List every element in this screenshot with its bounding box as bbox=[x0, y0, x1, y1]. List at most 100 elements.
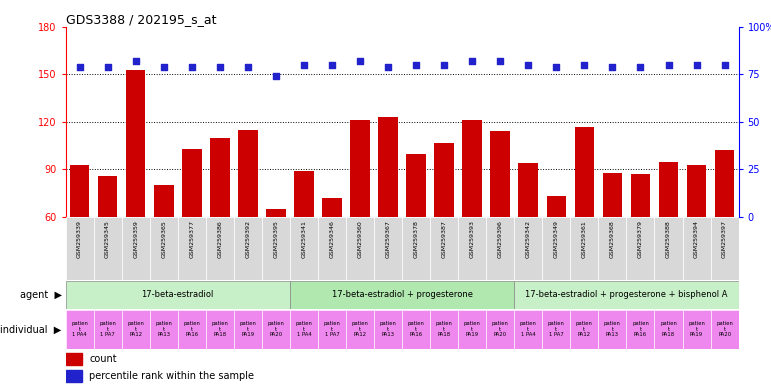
Text: patien
t
PA12: patien t PA12 bbox=[127, 321, 144, 337]
Bar bbox=[182, 149, 201, 217]
Bar bbox=[318, 217, 346, 280]
Bar bbox=[626, 310, 655, 349]
Bar bbox=[603, 173, 622, 217]
Bar bbox=[687, 165, 706, 217]
Bar bbox=[542, 217, 571, 280]
Text: patien
t
1 PA7: patien t 1 PA7 bbox=[324, 321, 341, 337]
Text: GSM259393: GSM259393 bbox=[470, 220, 475, 258]
Bar bbox=[518, 163, 538, 217]
Text: 17-beta-estradiol + progesterone + bisphenol A: 17-beta-estradiol + progesterone + bisph… bbox=[525, 290, 728, 299]
Point bbox=[326, 62, 338, 68]
Bar bbox=[487, 217, 514, 280]
Text: GSM259386: GSM259386 bbox=[217, 220, 222, 258]
Bar bbox=[98, 176, 117, 217]
Text: GSM259367: GSM259367 bbox=[386, 220, 391, 258]
Bar bbox=[514, 217, 542, 280]
Bar bbox=[430, 217, 458, 280]
Bar bbox=[126, 70, 146, 217]
Point bbox=[157, 64, 170, 70]
Bar bbox=[350, 120, 370, 217]
Bar bbox=[122, 217, 150, 280]
Text: patien
t
1 PA4: patien t 1 PA4 bbox=[295, 321, 312, 337]
Text: GSM259394: GSM259394 bbox=[694, 220, 699, 258]
Text: patien
t
PA13: patien t PA13 bbox=[604, 321, 621, 337]
Point bbox=[719, 62, 731, 68]
Bar bbox=[262, 310, 290, 349]
Text: 17-beta-estradiol + progesterone: 17-beta-estradiol + progesterone bbox=[332, 290, 473, 299]
Text: patien
t
1 PA4: patien t 1 PA4 bbox=[71, 321, 88, 337]
Bar bbox=[66, 353, 82, 365]
Text: patien
t
PA12: patien t PA12 bbox=[576, 321, 593, 337]
Text: GSM259345: GSM259345 bbox=[105, 220, 110, 258]
Bar bbox=[715, 151, 735, 217]
Bar bbox=[238, 130, 258, 217]
Bar bbox=[69, 165, 89, 217]
Bar bbox=[655, 217, 682, 280]
Text: GSM259396: GSM259396 bbox=[498, 220, 503, 258]
Bar bbox=[598, 217, 626, 280]
Point bbox=[522, 62, 534, 68]
Bar bbox=[93, 310, 122, 349]
Bar bbox=[463, 120, 482, 217]
Text: patien
t
PA20: patien t PA20 bbox=[268, 321, 284, 337]
Bar bbox=[571, 217, 598, 280]
Text: patien
t
PA12: patien t PA12 bbox=[352, 321, 369, 337]
Text: patien
t
PA18: patien t PA18 bbox=[436, 321, 453, 337]
Bar bbox=[234, 310, 262, 349]
Text: GSM259360: GSM259360 bbox=[358, 220, 362, 258]
Text: GSM259377: GSM259377 bbox=[189, 220, 194, 258]
Bar bbox=[598, 310, 626, 349]
Text: GSM259361: GSM259361 bbox=[582, 220, 587, 258]
Bar bbox=[458, 310, 487, 349]
Bar bbox=[514, 310, 542, 349]
Text: patien
t
PA16: patien t PA16 bbox=[408, 321, 425, 337]
Bar bbox=[379, 117, 398, 217]
Bar bbox=[66, 370, 82, 382]
Point bbox=[73, 64, 86, 70]
Bar bbox=[266, 209, 286, 217]
Bar bbox=[290, 217, 318, 280]
Text: patien
t
PA16: patien t PA16 bbox=[183, 321, 200, 337]
Text: percentile rank within the sample: percentile rank within the sample bbox=[89, 371, 254, 381]
Point bbox=[550, 64, 563, 70]
Bar bbox=[711, 217, 739, 280]
Bar bbox=[346, 310, 374, 349]
Text: agent  ▶: agent ▶ bbox=[20, 290, 62, 300]
Text: GSM259388: GSM259388 bbox=[666, 220, 671, 258]
Text: GSM259339: GSM259339 bbox=[77, 220, 82, 258]
Bar bbox=[571, 310, 598, 349]
Bar bbox=[150, 310, 177, 349]
Bar bbox=[490, 131, 510, 217]
Bar bbox=[434, 142, 454, 217]
Point bbox=[102, 64, 114, 70]
Point bbox=[354, 58, 366, 64]
Bar bbox=[177, 310, 206, 349]
Point bbox=[662, 62, 675, 68]
Bar bbox=[234, 217, 262, 280]
Text: GDS3388 / 202195_s_at: GDS3388 / 202195_s_at bbox=[66, 13, 216, 26]
Text: GSM259346: GSM259346 bbox=[329, 220, 335, 258]
Point bbox=[186, 64, 198, 70]
Point bbox=[298, 62, 310, 68]
Text: patien
t
PA19: patien t PA19 bbox=[239, 321, 256, 337]
Bar bbox=[206, 310, 234, 349]
Bar bbox=[66, 310, 93, 349]
Point bbox=[214, 64, 226, 70]
Point bbox=[382, 64, 394, 70]
Text: 17-beta-estradiol: 17-beta-estradiol bbox=[142, 290, 214, 299]
Point bbox=[241, 64, 254, 70]
Text: patien
t
PA16: patien t PA16 bbox=[632, 321, 649, 337]
Point bbox=[130, 58, 142, 64]
Bar bbox=[262, 217, 290, 280]
Text: patien
t
PA20: patien t PA20 bbox=[492, 321, 509, 337]
Point bbox=[270, 73, 282, 79]
Text: GSM259365: GSM259365 bbox=[161, 220, 167, 258]
Text: patien
t
PA19: patien t PA19 bbox=[463, 321, 480, 337]
Bar bbox=[430, 310, 458, 349]
Bar bbox=[682, 310, 711, 349]
Bar bbox=[122, 310, 150, 349]
Bar bbox=[547, 196, 566, 217]
Text: GSM259397: GSM259397 bbox=[722, 220, 727, 258]
Bar bbox=[290, 281, 514, 309]
Bar bbox=[487, 310, 514, 349]
